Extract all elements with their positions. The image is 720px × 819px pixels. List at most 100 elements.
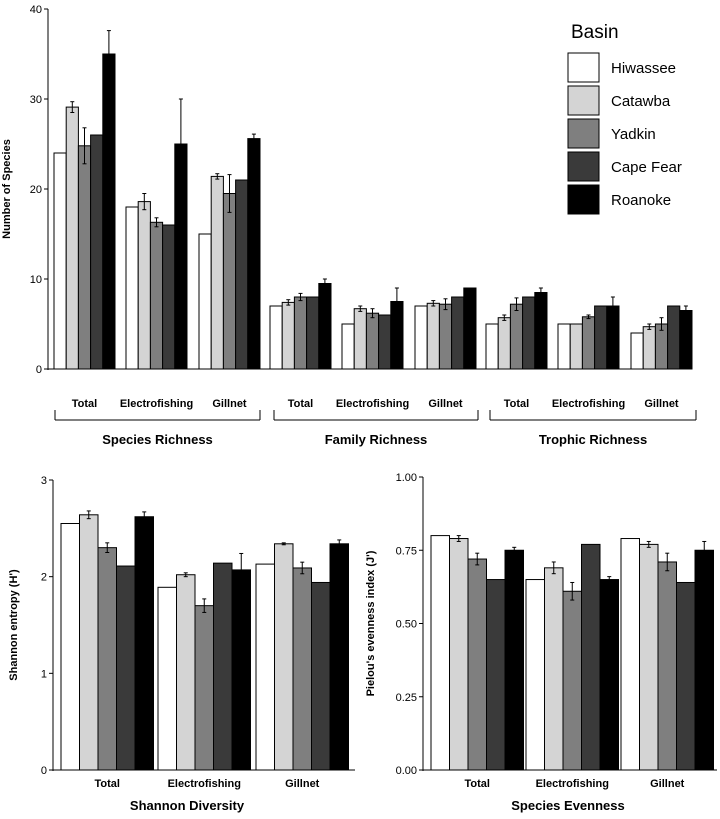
bar-catawba (79, 514, 99, 771)
bar-hiwassee (157, 586, 177, 771)
group-label: Family Richness (325, 432, 428, 447)
bar-yadkin (365, 312, 380, 370)
bar-hiwassee (414, 305, 428, 370)
category-label: Total (504, 398, 529, 410)
y-tick-label: 0 (36, 364, 42, 376)
y-tick-label: 3 (41, 475, 47, 487)
bar-yadkin (194, 605, 214, 771)
bar-hiwassee (53, 152, 67, 370)
bar-yadkin (292, 567, 312, 771)
bar-cape-fear (162, 224, 176, 370)
panel-title: Shannon Diversity (130, 798, 245, 813)
bar-roanoke (599, 579, 619, 771)
category-label: Electrofishing (552, 398, 625, 410)
bar-catawba (639, 543, 659, 771)
bar-roanoke (134, 516, 154, 771)
y-tick-label: 1 (41, 668, 47, 680)
bar-roanoke (102, 53, 116, 370)
bar-roanoke (231, 569, 251, 771)
bar-roanoke (679, 310, 693, 370)
category-label: Electrofishing (120, 398, 193, 410)
bar-hiwassee (125, 206, 139, 370)
panel-title: Species Evenness (511, 798, 624, 813)
category-label: Gillnet (212, 398, 247, 410)
bar-cape-fear (486, 579, 506, 771)
group-label: Species Richness (102, 432, 213, 447)
bar-cape-fear (667, 305, 681, 370)
y-tick-label: 0.50 (396, 619, 417, 631)
bar-yadkin (97, 547, 117, 771)
bar-roanoke (247, 138, 261, 370)
bar-catawba (281, 301, 295, 370)
bar-cape-fear (378, 314, 392, 370)
bar-yadkin (562, 590, 582, 771)
bar-cape-fear (213, 562, 233, 771)
legend-title: Basin (571, 22, 619, 43)
y-tick-label: 20 (30, 184, 42, 196)
bar-catawba (544, 567, 564, 771)
bar-cape-fear (581, 543, 601, 771)
legend-swatch-yadkin (567, 118, 600, 149)
bar-hiwassee (525, 579, 545, 771)
bar-hiwassee (198, 233, 212, 370)
y-axis-label: Shannon entropy (H') (8, 569, 20, 681)
y-axis-label: Pielou's evenness index (J') (365, 550, 377, 696)
y-tick-label: 0.25 (396, 692, 417, 704)
bar-cape-fear (311, 581, 331, 771)
bar-yadkin (581, 316, 596, 370)
legend-label: Yadkin (611, 126, 656, 143)
bar-catawba (65, 106, 79, 370)
bar-hiwassee (620, 538, 640, 771)
bar-cape-fear (235, 179, 249, 370)
legend-swatch-roanoke (567, 184, 600, 215)
bar-catawba (449, 538, 469, 771)
bar-catawba (353, 308, 367, 370)
legend-label: Roanoke (611, 192, 671, 209)
bar-hiwassee (430, 535, 450, 771)
legend: Basin Hiwassee Catawba Yadkin Cape Fear Roano… (567, 22, 682, 215)
bar-roanoke (463, 287, 477, 370)
species-richness-panel: 0 10 20 30 40 Number of Species Total Electrofi… (1, 4, 697, 447)
category-label: Total (72, 398, 97, 410)
category-label: Gillnet (650, 778, 685, 790)
legend-label: Catawba (611, 93, 671, 110)
bar-hiwassee (341, 323, 355, 370)
bar-cape-fear (451, 296, 465, 370)
bar-yadkin (77, 145, 92, 370)
bar-hiwassee (630, 332, 644, 370)
bar-cape-fear (306, 296, 320, 370)
y-tick-label: 1.00 (396, 472, 417, 484)
category-label: Total (288, 398, 313, 410)
bar-hiwassee (60, 523, 80, 771)
y-tick-label: 2 (41, 572, 47, 584)
category-label: Total (465, 778, 490, 790)
bar-roanoke (318, 283, 332, 370)
category-label: Electrofishing (536, 778, 609, 790)
shannon-diversity-panel: 0 1 2 3 Shannon entropy (H') Total Electrofish… (8, 475, 355, 813)
group-label: Trophic Richness (539, 432, 647, 447)
bar-cape-fear (116, 565, 136, 771)
species-evenness-panel: 0.00 0.25 0.50 0.75 1.00 Pielou's evenness in… (365, 472, 717, 813)
legend-label: Cape Fear (611, 159, 682, 176)
legend-swatch-catawba (567, 85, 600, 116)
legend-swatch-hiwassee (567, 52, 600, 83)
y-tick-label: 0.75 (396, 545, 417, 557)
category-label: Electrofishing (336, 398, 409, 410)
bar-catawba (210, 175, 224, 370)
bar-catawba (569, 323, 583, 370)
bar-hiwassee (485, 323, 499, 370)
bar-catawba (497, 317, 511, 370)
y-tick-label: 30 (30, 94, 42, 106)
bar-cape-fear (676, 581, 696, 771)
bar-yadkin (657, 561, 677, 771)
bar-roanoke (694, 549, 714, 771)
category-label: Gillnet (285, 778, 320, 790)
bar-hiwassee (557, 323, 571, 370)
bar-roanoke (534, 292, 548, 370)
bar-cape-fear (594, 305, 608, 370)
group-bracket: Trophic Richness (489, 410, 697, 447)
bar-yadkin (467, 558, 487, 771)
bar-hiwassee (269, 305, 283, 370)
group-bracket: Family Richness (273, 410, 479, 447)
